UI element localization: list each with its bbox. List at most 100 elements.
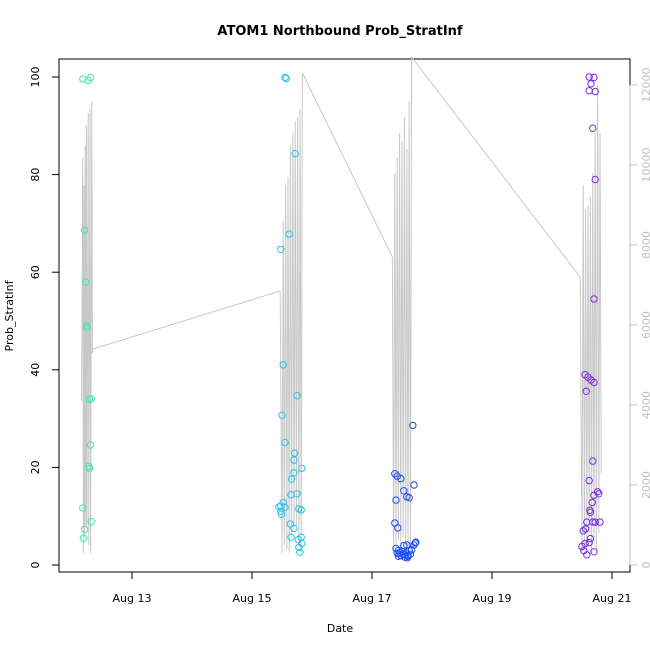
data-point [411, 539, 419, 547]
data-point [590, 73, 598, 82]
connector-line-1 [92, 290, 281, 350]
data-point [590, 548, 598, 556]
series-line-2 [279, 72, 303, 554]
data-point [589, 457, 597, 465]
data-point [80, 226, 89, 234]
data-point [590, 491, 598, 499]
data-point [275, 503, 283, 511]
data-point [404, 552, 412, 560]
data-point [85, 464, 94, 473]
data-point [585, 538, 593, 547]
data-point [579, 527, 587, 535]
data-points [79, 73, 604, 562]
data-point [87, 394, 95, 403]
plot-frame [58, 58, 631, 573]
data-point [295, 543, 303, 552]
data-point [290, 449, 299, 457]
data-point [405, 494, 413, 502]
data-point [281, 73, 289, 82]
connector-line-3 [411, 56, 581, 278]
data-point [588, 498, 596, 507]
data-point [277, 510, 286, 518]
y-tick-label: 20 [29, 460, 42, 474]
data-point [79, 504, 87, 512]
data-point [410, 481, 418, 489]
data-point [591, 175, 599, 184]
y-axis-left: 0 20 40 60 80 100 [29, 67, 60, 569]
data-point [589, 124, 597, 132]
data-point [578, 542, 586, 551]
y-tick-label: 40 [29, 363, 42, 377]
series-lines [81, 56, 602, 554]
data-point [86, 441, 95, 449]
data-point [293, 392, 301, 400]
data-point [394, 524, 402, 532]
data-point [409, 421, 417, 430]
series-line-3 [391, 56, 413, 554]
x-axis: Aug 13 Aug 15 Aug 17 Aug 19 Aug 21 [113, 571, 632, 605]
data-point [587, 80, 595, 88]
data-point [83, 324, 91, 332]
data-point [392, 544, 400, 553]
data-point [581, 525, 590, 533]
y2-tick-label: 4000 [640, 391, 650, 419]
y2-tick-label: 6000 [640, 311, 650, 339]
data-point [79, 75, 87, 83]
x-tick-label: Aug 17 [353, 592, 392, 605]
data-point [291, 149, 299, 158]
data-point [285, 230, 293, 238]
data-point [87, 517, 95, 526]
data-point [286, 520, 295, 528]
data-point [591, 518, 599, 526]
x-tick-label: Aug 19 [473, 592, 512, 605]
series-line-1 [81, 100, 94, 554]
data-point [281, 438, 289, 447]
series-line-4 [579, 84, 602, 554]
connector-line-2 [301, 72, 393, 258]
data-point [586, 508, 595, 516]
data-point [595, 490, 603, 498]
data-point [277, 507, 285, 515]
data-point [85, 395, 94, 404]
data-point [591, 87, 599, 96]
data-point [400, 487, 408, 495]
data-point [79, 534, 88, 542]
data-point [282, 74, 290, 83]
data-point [278, 411, 286, 419]
data-point [290, 524, 298, 533]
data-point [287, 475, 296, 483]
y-tick-label: 100 [29, 67, 42, 88]
data-point [296, 548, 304, 556]
y2-tick-label: 10000 [640, 148, 650, 183]
data-point [279, 361, 287, 369]
data-point [287, 533, 295, 541]
x-tick-label: Aug 15 [233, 592, 272, 605]
y2-tick-label: 2000 [640, 471, 650, 499]
data-point [86, 73, 95, 82]
data-point [277, 245, 285, 254]
x-axis-label: Date [327, 622, 354, 635]
x-tick-label: Aug 21 [593, 592, 632, 605]
y-tick-label: 60 [29, 265, 42, 279]
data-point [290, 456, 298, 464]
data-point [397, 474, 405, 483]
data-point [290, 469, 298, 477]
y-tick-label: 0 [29, 562, 42, 569]
y2-tick-label: 0 [640, 562, 650, 569]
data-point [590, 295, 598, 303]
x-tick-label: Aug 13 [113, 592, 152, 605]
chart-title: ATOM1 Northbound Prob_StratInf [217, 24, 462, 39]
data-point [582, 387, 590, 395]
data-point [391, 470, 399, 478]
data-point [583, 518, 591, 526]
y-axis-label: Prob_StratInf [3, 279, 16, 351]
data-point [590, 378, 598, 387]
data-point [82, 278, 90, 286]
data-point [287, 491, 295, 499]
data-point [586, 534, 595, 543]
data-point [298, 464, 306, 473]
data-point [80, 525, 89, 534]
data-point [583, 551, 591, 559]
data-point [596, 518, 604, 526]
